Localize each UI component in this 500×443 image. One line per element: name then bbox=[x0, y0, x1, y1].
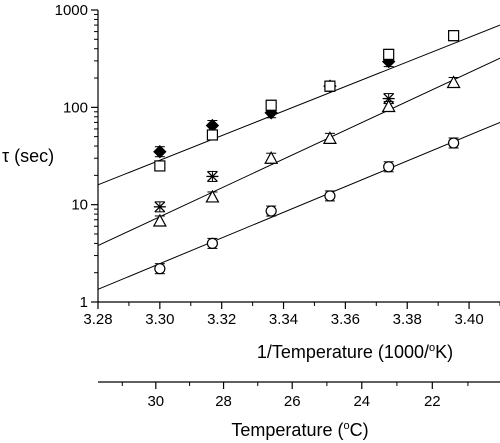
fit-line bbox=[97, 57, 500, 247]
open-triangle-marker bbox=[205, 189, 220, 203]
open-circle-marker bbox=[206, 237, 219, 249]
data-markers bbox=[152, 30, 461, 275]
open-circle-marker bbox=[448, 137, 460, 149]
asterisk-marker bbox=[153, 201, 166, 213]
secondary-x-axis-title-sup: o bbox=[343, 420, 349, 432]
y-axis-title: τ (sec) bbox=[2, 146, 54, 166]
open-square-marker bbox=[448, 30, 460, 42]
secondary-x-tick-label: 24 bbox=[353, 393, 370, 410]
filled-diamond-marker bbox=[153, 145, 167, 159]
x-axis: 3.28 3.30 3.32 3.34 3.36 3.38 3.40 bbox=[83, 302, 500, 328]
open-triangle-marker bbox=[152, 213, 167, 227]
open-triangle-marker bbox=[322, 131, 337, 144]
y-axis: 1 10 100 1000 bbox=[55, 2, 98, 311]
secondary-x-tick-label: 28 bbox=[215, 393, 232, 410]
open-circle-marker bbox=[324, 190, 336, 202]
x-tick-label: 3.34 bbox=[269, 311, 298, 328]
open-triangle-marker bbox=[446, 75, 461, 89]
x-axis-title: 1/Temperature (1000/oK) bbox=[257, 342, 453, 362]
x-tick-label: 3.30 bbox=[145, 311, 174, 328]
x-tick-label: 3.36 bbox=[331, 311, 360, 328]
x-tick-label: 3.40 bbox=[454, 311, 483, 328]
x-tick-label: 3.28 bbox=[83, 311, 112, 328]
x-axis-title-tail: K) bbox=[435, 342, 453, 362]
open-triangle-marker bbox=[381, 99, 396, 113]
secondary-x-tick-label: 30 bbox=[147, 393, 164, 410]
fit-lines bbox=[97, 24, 500, 290]
secondary-x-axis-title-main: Temperature ( bbox=[231, 420, 343, 440]
fit-line bbox=[97, 121, 500, 290]
x-axis-title-main: 1/Temperature (1000/ bbox=[257, 342, 429, 362]
secondary-x-tick-label: 26 bbox=[284, 393, 301, 410]
fit-line bbox=[97, 24, 500, 186]
secondary-x-tick-label: 22 bbox=[424, 393, 441, 410]
open-circle-marker bbox=[383, 161, 395, 173]
open-square-marker bbox=[265, 99, 277, 111]
x-tick-label: 3.32 bbox=[207, 311, 236, 328]
x-axis-title-sup: o bbox=[429, 342, 435, 354]
open-circle-marker bbox=[154, 263, 166, 275]
open-square-marker bbox=[206, 129, 219, 141]
y-tick-label: 1 bbox=[80, 294, 88, 311]
asterisk-marker bbox=[206, 170, 219, 182]
open-square-marker bbox=[324, 80, 336, 92]
y-tick-label: 1000 bbox=[55, 2, 88, 19]
x-tick-label: 3.38 bbox=[393, 311, 422, 328]
secondary-x-axis-title: Temperature (oC) bbox=[231, 420, 368, 440]
open-triangle-marker bbox=[264, 150, 279, 164]
y-tick-label: 100 bbox=[63, 99, 88, 116]
open-square-marker bbox=[154, 160, 166, 172]
open-circle-marker bbox=[265, 205, 277, 217]
plot-frame bbox=[97, 10, 500, 383]
secondary-x-axis-title-tail: C) bbox=[350, 420, 369, 440]
secondary-x-axis: 30 28 26 24 22 bbox=[121, 382, 469, 410]
open-square-marker bbox=[383, 48, 395, 60]
y-tick-label: 10 bbox=[71, 197, 88, 214]
